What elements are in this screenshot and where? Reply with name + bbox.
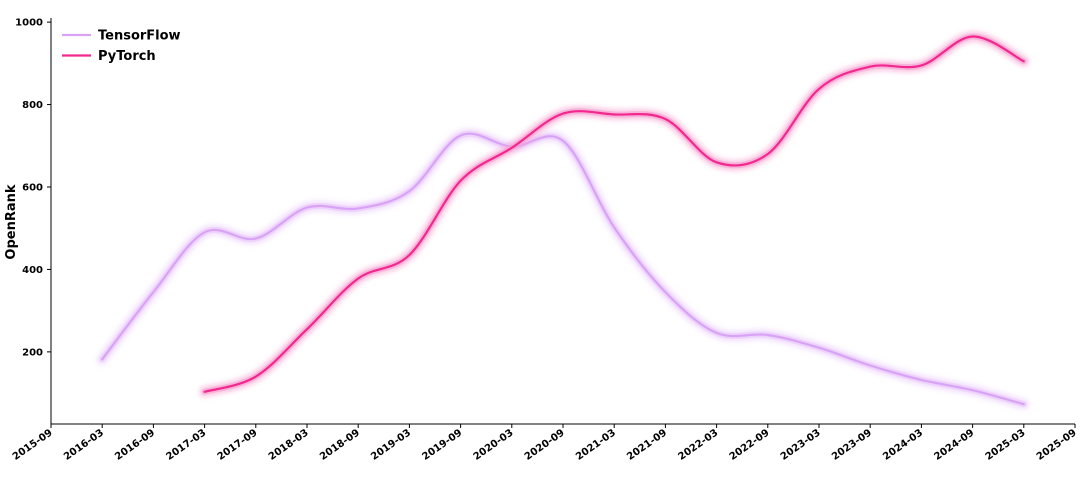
- x-tick-label: 2015-09: [11, 427, 55, 462]
- x-tick-label: 2019-09: [420, 427, 464, 462]
- series-tensorflow-halo: [99, 130, 1027, 408]
- x-tick-label: 2020-09: [523, 427, 567, 462]
- legend: TensorFlow PyTorch: [62, 29, 181, 64]
- y-tick-label: 1000: [15, 18, 43, 29]
- legend-label-pytorch: PyTorch: [98, 49, 156, 64]
- series-pytorch: [199, 31, 1030, 398]
- x-tick-label: 2022-09: [728, 427, 772, 462]
- x-tick-label: 2017-09: [216, 427, 260, 462]
- y-axis-title: OpenRank: [4, 184, 19, 259]
- x-tick-label: 2017-03: [164, 427, 208, 462]
- y-tick-label: 800: [22, 100, 43, 111]
- x-tick-label: 2019-03: [369, 427, 413, 462]
- x-tick-label: 2022-03: [676, 427, 720, 462]
- legend-label-tensorflow: TensorFlow: [98, 29, 181, 44]
- x-tick-label: 2018-09: [318, 427, 362, 462]
- x-tick-label: 2023-03: [779, 427, 823, 462]
- x-tick-label: 2020-03: [472, 427, 516, 462]
- y-tick-label: 600: [22, 182, 43, 193]
- x-tick-label: 2025-09: [1035, 427, 1079, 462]
- y-ticks: 200 400 600 800 1000: [15, 18, 51, 358]
- axes: [50, 18, 1075, 425]
- x-tick-label: 2024-09: [932, 427, 976, 462]
- x-tick-label: 2025-03: [984, 427, 1028, 462]
- series-tensorflow-line: [101, 132, 1025, 406]
- series-layer: [96, 31, 1030, 410]
- x-tick-label: 2021-03: [574, 427, 618, 462]
- x-ticks: 2015-09 2016-03 2016-09 2017-03 2017-09 2018-…: [11, 424, 1079, 463]
- x-tick-label: 2016-03: [62, 427, 106, 462]
- series-tensorflow: [96, 128, 1030, 410]
- x-tick-label: 2018-03: [267, 427, 311, 462]
- y-tick-label: 200: [22, 347, 43, 358]
- series-pytorch-line: [203, 35, 1025, 393]
- y-tick-label: 400: [22, 265, 43, 276]
- x-tick-label: 2023-09: [830, 427, 874, 462]
- series-tensorflow-glow: [96, 128, 1030, 410]
- x-tick-label: 2016-09: [113, 427, 157, 462]
- series-pytorch-halo: [201, 33, 1027, 395]
- x-tick-label: 2021-09: [625, 427, 669, 462]
- x-tick-label: 2024-03: [881, 427, 925, 462]
- series-pytorch-glow: [199, 31, 1030, 398]
